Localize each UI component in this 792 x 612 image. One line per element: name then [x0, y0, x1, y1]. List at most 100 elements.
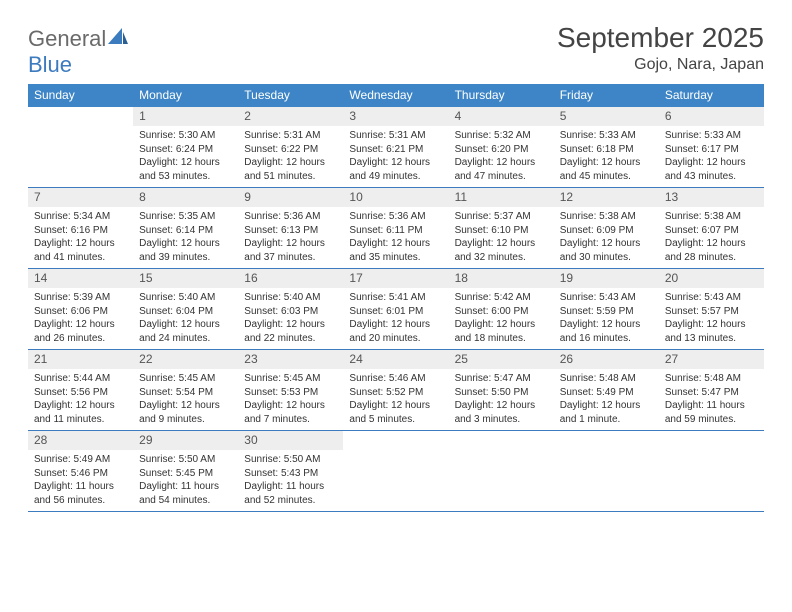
day-cell: 9Sunrise: 5:36 AMSunset: 6:13 PMDaylight… [238, 188, 343, 268]
sunset-text: Sunset: 6:00 PM [455, 305, 548, 319]
day-number: 9 [238, 188, 343, 207]
title-block: September 2025 Gojo, Nara, Japan [557, 22, 764, 74]
logo-sail-icon [108, 28, 128, 46]
sunset-text: Sunset: 6:06 PM [34, 305, 127, 319]
day-cell: 20Sunrise: 5:43 AMSunset: 5:57 PMDayligh… [659, 269, 764, 349]
logo-text-block: General Blue [28, 26, 128, 78]
day-details: Sunrise: 5:30 AMSunset: 6:24 PMDaylight:… [133, 126, 238, 187]
sunset-text: Sunset: 6:07 PM [665, 224, 758, 238]
sunrise-text: Sunrise: 5:48 AM [560, 372, 653, 386]
day-number [554, 431, 659, 436]
day-number: 16 [238, 269, 343, 288]
sunset-text: Sunset: 6:10 PM [455, 224, 548, 238]
sunset-text: Sunset: 6:17 PM [665, 143, 758, 157]
sunset-text: Sunset: 5:43 PM [244, 467, 337, 481]
daylight-text: Daylight: 12 hours and 13 minutes. [665, 318, 758, 345]
day-cell: 1Sunrise: 5:30 AMSunset: 6:24 PMDaylight… [133, 107, 238, 187]
day-number: 26 [554, 350, 659, 369]
sunset-text: Sunset: 5:47 PM [665, 386, 758, 400]
daylight-text: Daylight: 12 hours and 26 minutes. [34, 318, 127, 345]
weeks-container: 1Sunrise: 5:30 AMSunset: 6:24 PMDaylight… [28, 107, 764, 512]
day-cell [343, 431, 448, 511]
day-number [343, 431, 448, 436]
day-details: Sunrise: 5:38 AMSunset: 6:07 PMDaylight:… [659, 207, 764, 268]
day-cell: 21Sunrise: 5:44 AMSunset: 5:56 PMDayligh… [28, 350, 133, 430]
day-details: Sunrise: 5:43 AMSunset: 5:57 PMDaylight:… [659, 288, 764, 349]
sunrise-text: Sunrise: 5:50 AM [244, 453, 337, 467]
daylight-text: Daylight: 12 hours and 18 minutes. [455, 318, 548, 345]
day-details: Sunrise: 5:36 AMSunset: 6:11 PMDaylight:… [343, 207, 448, 268]
day-details: Sunrise: 5:45 AMSunset: 5:53 PMDaylight:… [238, 369, 343, 430]
day-details: Sunrise: 5:35 AMSunset: 6:14 PMDaylight:… [133, 207, 238, 268]
daylight-text: Daylight: 12 hours and 37 minutes. [244, 237, 337, 264]
day-details: Sunrise: 5:31 AMSunset: 6:22 PMDaylight:… [238, 126, 343, 187]
month-title: September 2025 [557, 22, 764, 54]
daylight-text: Daylight: 12 hours and 41 minutes. [34, 237, 127, 264]
weekday-header: Thursday [449, 84, 554, 107]
day-details: Sunrise: 5:44 AMSunset: 5:56 PMDaylight:… [28, 369, 133, 430]
day-number: 12 [554, 188, 659, 207]
sunrise-text: Sunrise: 5:33 AM [560, 129, 653, 143]
brand-word-1: General [28, 26, 106, 51]
day-details: Sunrise: 5:45 AMSunset: 5:54 PMDaylight:… [133, 369, 238, 430]
day-cell: 23Sunrise: 5:45 AMSunset: 5:53 PMDayligh… [238, 350, 343, 430]
day-number: 25 [449, 350, 554, 369]
day-number: 10 [343, 188, 448, 207]
header-row: General Blue September 2025 Gojo, Nara, … [28, 22, 764, 78]
day-number: 3 [343, 107, 448, 126]
day-cell: 12Sunrise: 5:38 AMSunset: 6:09 PMDayligh… [554, 188, 659, 268]
day-cell: 30Sunrise: 5:50 AMSunset: 5:43 PMDayligh… [238, 431, 343, 511]
sunrise-text: Sunrise: 5:35 AM [139, 210, 232, 224]
day-details: Sunrise: 5:32 AMSunset: 6:20 PMDaylight:… [449, 126, 554, 187]
sunset-text: Sunset: 5:52 PM [349, 386, 442, 400]
day-details: Sunrise: 5:50 AMSunset: 5:45 PMDaylight:… [133, 450, 238, 511]
daylight-text: Daylight: 12 hours and 51 minutes. [244, 156, 337, 183]
daylight-text: Daylight: 12 hours and 22 minutes. [244, 318, 337, 345]
day-details: Sunrise: 5:49 AMSunset: 5:46 PMDaylight:… [28, 450, 133, 511]
week-row: 7Sunrise: 5:34 AMSunset: 6:16 PMDaylight… [28, 188, 764, 269]
weekday-header: Saturday [659, 84, 764, 107]
day-cell: 10Sunrise: 5:36 AMSunset: 6:11 PMDayligh… [343, 188, 448, 268]
day-cell: 19Sunrise: 5:43 AMSunset: 5:59 PMDayligh… [554, 269, 659, 349]
day-cell: 27Sunrise: 5:48 AMSunset: 5:47 PMDayligh… [659, 350, 764, 430]
sunset-text: Sunset: 5:45 PM [139, 467, 232, 481]
sunrise-text: Sunrise: 5:39 AM [34, 291, 127, 305]
daylight-text: Daylight: 12 hours and 5 minutes. [349, 399, 442, 426]
day-number: 21 [28, 350, 133, 369]
day-details: Sunrise: 5:37 AMSunset: 6:10 PMDaylight:… [449, 207, 554, 268]
daylight-text: Daylight: 12 hours and 35 minutes. [349, 237, 442, 264]
day-cell [659, 431, 764, 511]
day-number: 30 [238, 431, 343, 450]
day-cell [28, 107, 133, 187]
day-cell: 24Sunrise: 5:46 AMSunset: 5:52 PMDayligh… [343, 350, 448, 430]
sunrise-text: Sunrise: 5:33 AM [665, 129, 758, 143]
sunset-text: Sunset: 6:03 PM [244, 305, 337, 319]
day-number: 15 [133, 269, 238, 288]
sunrise-text: Sunrise: 5:50 AM [139, 453, 232, 467]
sunset-text: Sunset: 6:11 PM [349, 224, 442, 238]
sunrise-text: Sunrise: 5:40 AM [244, 291, 337, 305]
sunrise-text: Sunrise: 5:45 AM [139, 372, 232, 386]
daylight-text: Daylight: 12 hours and 49 minutes. [349, 156, 442, 183]
sunrise-text: Sunrise: 5:30 AM [139, 129, 232, 143]
sunset-text: Sunset: 6:21 PM [349, 143, 442, 157]
day-details: Sunrise: 5:33 AMSunset: 6:17 PMDaylight:… [659, 126, 764, 187]
sunrise-text: Sunrise: 5:31 AM [349, 129, 442, 143]
daylight-text: Daylight: 12 hours and 11 minutes. [34, 399, 127, 426]
daylight-text: Daylight: 12 hours and 53 minutes. [139, 156, 232, 183]
sunrise-text: Sunrise: 5:38 AM [665, 210, 758, 224]
sunrise-text: Sunrise: 5:36 AM [244, 210, 337, 224]
daylight-text: Daylight: 12 hours and 7 minutes. [244, 399, 337, 426]
sunset-text: Sunset: 5:59 PM [560, 305, 653, 319]
daylight-text: Daylight: 11 hours and 59 minutes. [665, 399, 758, 426]
day-details: Sunrise: 5:31 AMSunset: 6:21 PMDaylight:… [343, 126, 448, 187]
sunset-text: Sunset: 5:50 PM [455, 386, 548, 400]
sunset-text: Sunset: 6:01 PM [349, 305, 442, 319]
day-cell: 14Sunrise: 5:39 AMSunset: 6:06 PMDayligh… [28, 269, 133, 349]
day-cell: 22Sunrise: 5:45 AMSunset: 5:54 PMDayligh… [133, 350, 238, 430]
day-number: 13 [659, 188, 764, 207]
day-number: 18 [449, 269, 554, 288]
weekday-header: Wednesday [343, 84, 448, 107]
day-cell: 3Sunrise: 5:31 AMSunset: 6:21 PMDaylight… [343, 107, 448, 187]
day-number: 1 [133, 107, 238, 126]
